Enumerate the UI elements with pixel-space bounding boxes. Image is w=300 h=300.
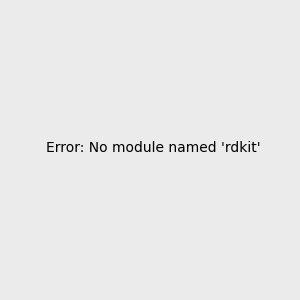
Text: Error: No module named 'rdkit': Error: No module named 'rdkit' — [46, 140, 261, 154]
